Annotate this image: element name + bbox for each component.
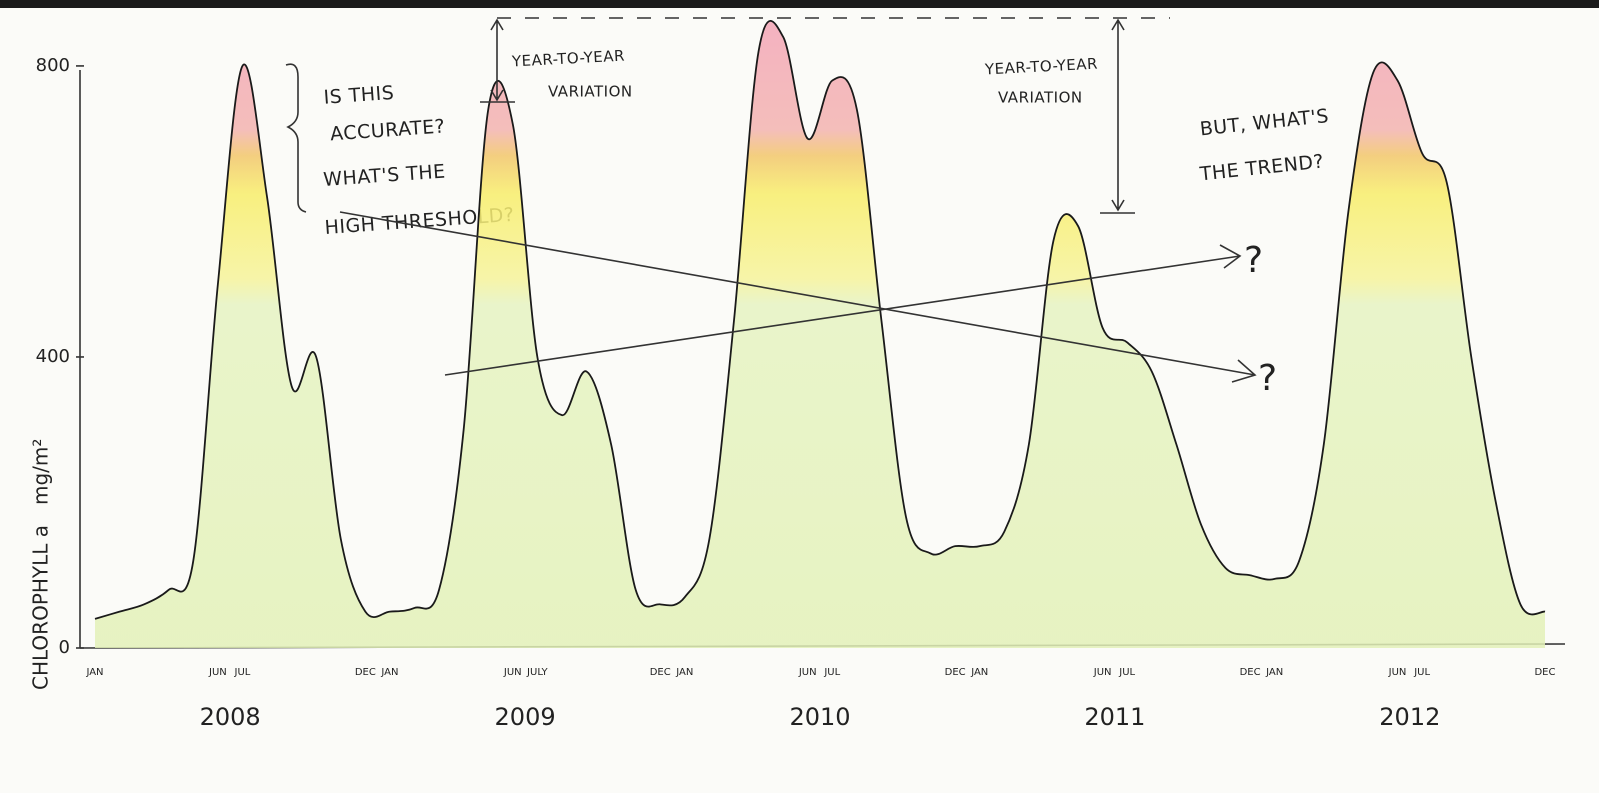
plot-area (94, 20, 1546, 649)
year-label: 2011 (1084, 703, 1145, 731)
variation-arrow (1100, 18, 1135, 214)
x-tick-label: JUN (798, 667, 817, 678)
x-tick-label: DEC (650, 667, 671, 678)
trend-arrow (339, 211, 1257, 383)
x-tick-label: JULY (526, 667, 549, 678)
variation-arrow (480, 18, 515, 103)
x-tick-label: JAN (970, 667, 988, 678)
annotation-question: ? (1258, 358, 1278, 399)
data-line (94, 20, 1546, 620)
year-label: 2010 (789, 703, 850, 731)
x-tick-label: JAN (1265, 667, 1283, 678)
annotation-line: YEAR-TO-YEAR (984, 55, 1099, 79)
x-tick-label: JUL (823, 667, 840, 678)
x-tick-label: DEC (355, 667, 376, 678)
x-tick-label: JUN (503, 667, 522, 678)
annotation-line: IS THIS (323, 82, 395, 109)
y-tick-label: 800 (36, 55, 70, 76)
y-axis-unit: mg/m² (29, 439, 53, 505)
trend-arrow (444, 244, 1242, 376)
x-tick-label: JUL (1118, 667, 1135, 678)
x-tick-label: JUL (234, 667, 251, 678)
x-tick-label: JUN (1093, 667, 1112, 678)
brace (285, 63, 307, 213)
annotation-line: VARIATION (548, 83, 633, 101)
x-tick-label: JAN (85, 667, 103, 678)
annotation-line: ACCURATE? (329, 115, 446, 145)
x-tick-label: JUN (1388, 667, 1407, 678)
top-edge (0, 0, 1599, 8)
y-axis-label: CHLOROPHYLL a (29, 525, 53, 690)
x-tick-label: JAN (380, 667, 398, 678)
x-tick-label: JAN (675, 667, 693, 678)
x-tick-label: DEC (1534, 667, 1555, 678)
annotation-line: YEAR-TO-YEAR (511, 47, 626, 71)
annotation-line: BUT, WHAT'S (1199, 105, 1330, 140)
y-tick-label: 400 (36, 346, 70, 367)
year-label: 2009 (495, 703, 556, 731)
annotation-line: WHAT'S THE (323, 160, 447, 190)
year-label: 2012 (1379, 703, 1440, 731)
x-tick-label: DEC (1240, 667, 1261, 678)
x-tick-label: JUL (1413, 667, 1430, 678)
annotation-line: VARIATION (998, 89, 1083, 107)
x-tick-label: DEC (945, 667, 966, 678)
x-tick-label: JUN (208, 667, 227, 678)
y-tick-label: 0 (59, 637, 70, 658)
annotation-line: THE TREND? (1198, 151, 1325, 186)
year-label: 2008 (200, 703, 261, 731)
annotation-question: ? (1244, 240, 1264, 281)
